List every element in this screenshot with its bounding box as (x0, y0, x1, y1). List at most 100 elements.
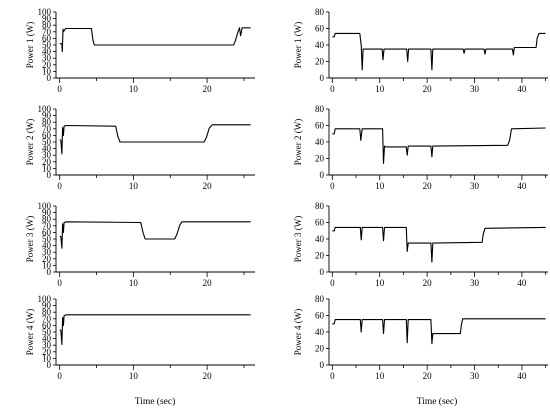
chart-left-3-x-tick-label: 10 (129, 278, 139, 288)
chart-left-2-y-tick-label: 80 (42, 117, 52, 127)
chart-left-2-y-tick-label: 100 (38, 104, 52, 114)
chart-left-2-y-tick-label: 50 (42, 137, 52, 147)
chart-right-3-y-tick-label: 0 (320, 267, 325, 277)
chart-right-4: 0 20 40 60 80 0 10 20 30 40 Power 4 (W) (293, 294, 548, 381)
chart-left-2-y-axis-label: Power 2 (W) (25, 119, 35, 166)
chart-left-2-y-tick-label: 70 (42, 124, 52, 134)
chart-left-1-series-line (59, 27, 251, 53)
chart-right-3-x-tick-label: 20 (423, 278, 433, 288)
chart-right-2-series-line (332, 127, 546, 164)
chart-left-2-y-tick-label: 20 (42, 157, 52, 167)
left-x-axis-label: Time (sec) (135, 396, 176, 407)
chart-left-1-y-tick-label: 80 (42, 20, 52, 30)
chart-left-3-x-tick-label: 0 (57, 278, 62, 288)
chart-left-2-x-tick-label: 20 (203, 181, 213, 191)
chart-left-3-y-axis-label: Power 3 (W) (25, 216, 35, 263)
chart-left-4-y-tick-label: 40 (42, 334, 52, 344)
chart-left-3-y-tick-label: 90 (42, 208, 52, 218)
chart-right-3: 0 20 40 60 80 0 10 20 30 40 Power 3 (W) (293, 201, 548, 288)
chart-left-4-y-tick-label: 0 (47, 360, 52, 370)
chart-left-1-y-tick-label: 40 (42, 47, 52, 57)
chart-right-1-series-line (332, 32, 546, 71)
chart-left-4-y-tick-label: 80 (42, 307, 52, 317)
chart-right-1-x-tick-label: 40 (517, 84, 527, 94)
chart-right-3-y-tick-label: 60 (315, 218, 325, 228)
chart-right-1: 0 20 40 60 80 0 10 20 30 40 Power 1 (W) (293, 7, 548, 94)
chart-left-3-y-tick-label: 20 (42, 254, 52, 264)
chart-right-2-x-tick-label: 20 (423, 181, 433, 191)
chart-right-3-y-tick-label: 20 (315, 251, 325, 261)
chart-right-4-x-tick-label: 10 (375, 371, 385, 381)
chart-left-2-x-tick-label: 10 (129, 181, 139, 191)
chart-right-2-y-tick-label: 40 (315, 137, 325, 147)
chart-left-4-y-tick-label: 30 (42, 340, 52, 350)
chart-right-4-x-tick-label: 30 (470, 371, 480, 381)
chart-right-4-y-tick-label: 60 (315, 311, 325, 321)
chart-right-2-y-tick-label: 0 (320, 170, 325, 180)
chart-left-1-x-tick-label: 0 (57, 84, 62, 94)
chart-left-4-y-tick-label: 90 (42, 301, 52, 311)
chart-right-1-y-tick-label: 40 (315, 40, 325, 50)
chart-left-4-x-tick-label: 20 (203, 371, 213, 381)
chart-right-2-x-tick-label: 30 (470, 181, 480, 191)
chart-left-3-y-tick-label: 50 (42, 234, 52, 244)
chart-left-3-series-line (59, 221, 251, 249)
chart-right-4-y-axis-label: Power 4 (W) (293, 309, 303, 356)
chart-right-2-x-tick-label: 10 (375, 181, 385, 191)
chart-right-1-y-tick-label: 80 (315, 7, 325, 17)
chart-right-4-x-tick-label: 40 (517, 371, 527, 381)
chart-right-1-y-tick-label: 60 (315, 24, 325, 34)
chart-left-4-y-axis-label: Power 4 (W) (25, 309, 35, 356)
chart-left-3-y-tick-label: 40 (42, 241, 52, 251)
chart-right-2-y-tick-label: 20 (315, 154, 325, 164)
chart-right-1-x-tick-label: 30 (470, 84, 480, 94)
chart-right-3-y-axis-label: Power 3 (W) (293, 216, 303, 263)
chart-left-2-y-tick-label: 30 (42, 150, 52, 160)
chart-right-1-y-tick-label: 0 (320, 73, 325, 83)
chart-left-4-y-tick-label: 100 (38, 294, 52, 304)
chart-left-3-y-tick-label: 100 (38, 201, 52, 211)
right-x-axis-label: Time (sec) (417, 396, 458, 407)
chart-left-1-y-tick-label: 10 (42, 66, 52, 76)
chart-right-4-series-line (332, 318, 546, 345)
chart-left-1-y-tick-label: 0 (47, 73, 52, 83)
chart-right-4-x-tick-label: 0 (330, 371, 335, 381)
chart-left-3-y-tick-label: 0 (47, 267, 52, 277)
chart-left-4-series-line (59, 314, 251, 346)
chart-left-4-y-tick-label: 60 (42, 320, 52, 330)
chart-right-3-series-line (332, 226, 546, 263)
chart-left-3-y-tick-label: 10 (42, 260, 52, 270)
chart-right-3-y-tick-label: 40 (315, 234, 325, 244)
chart-left-1-y-tick-label: 70 (42, 27, 52, 37)
chart-right-1-x-tick-label: 10 (375, 84, 385, 94)
chart-right-2-x-tick-label: 0 (330, 181, 335, 191)
chart-left-4-y-tick-label: 20 (42, 347, 52, 357)
chart-right-3-x-tick-label: 30 (470, 278, 480, 288)
chart-left-1-y-tick-label: 90 (42, 14, 52, 24)
chart-right-4-y-tick-label: 20 (315, 344, 325, 354)
chart-left-4-x-tick-label: 0 (57, 371, 62, 381)
chart-left-1-y-tick-label: 30 (42, 53, 52, 63)
chart-right-1-y-axis-label: Power 1 (W) (293, 22, 303, 69)
chart-left-3-y-tick-label: 60 (42, 227, 52, 237)
chart-right-2-y-tick-label: 60 (315, 121, 325, 131)
chart-left-4-y-tick-label: 10 (42, 353, 52, 363)
chart-left-2-y-tick-label: 10 (42, 163, 52, 173)
chart-right-1-x-tick-label: 0 (330, 84, 335, 94)
chart-right-4-x-tick-label: 20 (423, 371, 433, 381)
chart-left-3-y-tick-label: 70 (42, 221, 52, 231)
chart-left-1-y-tick-label: 100 (38, 7, 52, 17)
chart-left-2-x-tick-label: 0 (57, 181, 62, 191)
chart-right-2-y-axis-label: Power 2 (W) (293, 119, 303, 166)
chart-left-3-y-tick-label: 80 (42, 214, 52, 224)
chart-right-3-y-tick-label: 80 (315, 201, 325, 211)
chart-left-2-series-line (59, 124, 251, 155)
chart-right-3-x-tick-label: 10 (375, 278, 385, 288)
chart-left-2-y-tick-label: 60 (42, 130, 52, 140)
chart-left-1-y-tick-label: 20 (42, 60, 52, 70)
chart-right-1-x-tick-label: 20 (423, 84, 433, 94)
